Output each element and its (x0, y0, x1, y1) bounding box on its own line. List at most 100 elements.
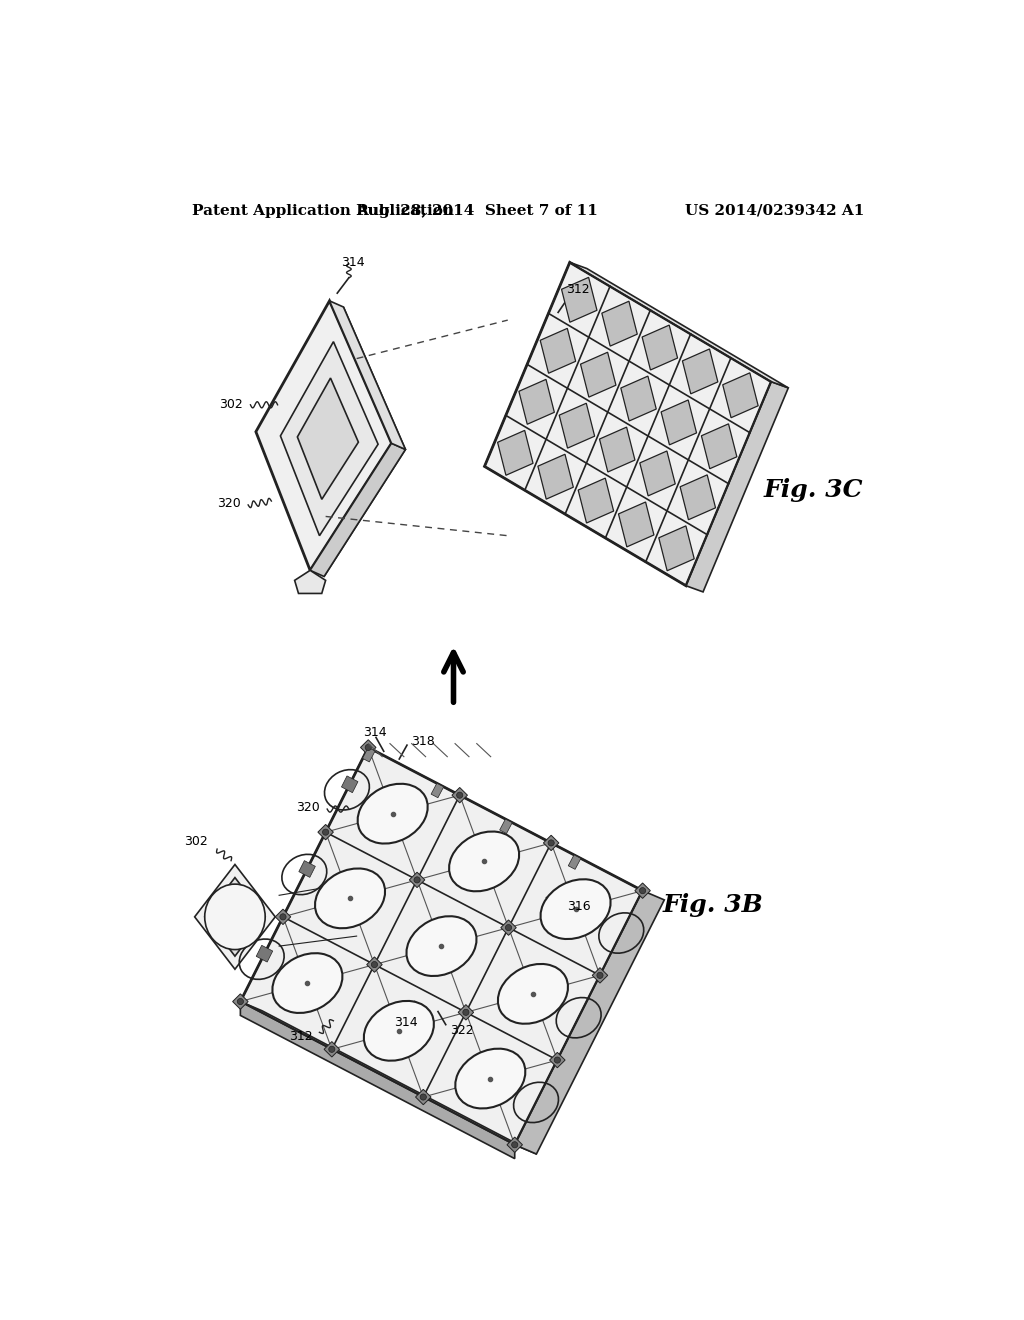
Polygon shape (618, 502, 654, 546)
Polygon shape (270, 308, 406, 577)
Polygon shape (295, 570, 326, 594)
Polygon shape (360, 739, 376, 755)
Polygon shape (241, 1002, 537, 1154)
Polygon shape (579, 478, 613, 523)
Polygon shape (701, 424, 737, 469)
Polygon shape (686, 381, 788, 591)
Polygon shape (410, 873, 425, 887)
Polygon shape (498, 430, 534, 475)
Text: 316: 316 (567, 900, 591, 913)
Circle shape (329, 1047, 335, 1052)
Polygon shape (541, 329, 575, 374)
Polygon shape (256, 301, 391, 570)
Ellipse shape (272, 953, 342, 1012)
Polygon shape (599, 428, 635, 473)
Polygon shape (621, 376, 656, 421)
Polygon shape (431, 783, 443, 797)
Circle shape (323, 829, 329, 836)
Polygon shape (581, 352, 616, 397)
Text: 318: 318 (411, 735, 434, 748)
Circle shape (463, 1010, 469, 1015)
Ellipse shape (205, 884, 265, 949)
Polygon shape (416, 1089, 431, 1105)
Circle shape (414, 876, 420, 883)
Text: Fig. 3C: Fig. 3C (764, 478, 863, 502)
Circle shape (554, 1057, 560, 1063)
Polygon shape (519, 379, 554, 424)
Polygon shape (662, 400, 696, 445)
Polygon shape (561, 277, 597, 322)
Polygon shape (452, 788, 467, 803)
Circle shape (420, 1094, 426, 1100)
Text: 302: 302 (184, 834, 208, 847)
Ellipse shape (450, 832, 519, 891)
Polygon shape (299, 861, 315, 878)
Circle shape (506, 924, 512, 931)
Text: 314: 314 (362, 726, 386, 739)
Polygon shape (341, 776, 358, 793)
Polygon shape (205, 878, 265, 956)
Polygon shape (324, 1041, 340, 1057)
Polygon shape (275, 909, 291, 924)
Polygon shape (232, 994, 248, 1010)
Polygon shape (241, 747, 643, 1144)
Circle shape (366, 744, 372, 751)
Text: 312: 312 (565, 282, 590, 296)
Polygon shape (658, 525, 694, 570)
Polygon shape (635, 883, 650, 899)
Circle shape (457, 792, 463, 799)
Circle shape (280, 913, 286, 920)
Ellipse shape (357, 784, 428, 843)
Text: 312: 312 (289, 1030, 312, 1043)
Polygon shape (550, 1052, 565, 1068)
Ellipse shape (456, 1048, 525, 1109)
Text: 320: 320 (297, 801, 321, 814)
Polygon shape (568, 855, 581, 870)
Polygon shape (500, 818, 512, 833)
Text: US 2014/0239342 A1: US 2014/0239342 A1 (685, 203, 864, 218)
Circle shape (640, 887, 646, 894)
Polygon shape (458, 1005, 474, 1020)
Text: 314: 314 (341, 256, 365, 269)
Text: 302: 302 (219, 399, 243, 412)
Polygon shape (682, 348, 718, 393)
Polygon shape (367, 957, 382, 973)
Polygon shape (310, 444, 406, 577)
Ellipse shape (407, 916, 476, 975)
Polygon shape (256, 945, 272, 962)
Polygon shape (544, 836, 559, 850)
Polygon shape (281, 342, 378, 536)
Polygon shape (592, 968, 607, 983)
Ellipse shape (315, 869, 385, 928)
Text: 320: 320 (217, 496, 241, 510)
Polygon shape (241, 1002, 515, 1159)
Polygon shape (559, 403, 595, 447)
Text: 322: 322 (450, 1023, 473, 1036)
Polygon shape (297, 378, 358, 499)
Polygon shape (501, 920, 516, 936)
Text: 314: 314 (393, 1016, 417, 1028)
Ellipse shape (364, 1001, 434, 1061)
Polygon shape (362, 747, 375, 762)
Text: Aug. 28, 2014  Sheet 7 of 11: Aug. 28, 2014 Sheet 7 of 11 (355, 203, 598, 218)
Circle shape (372, 961, 378, 968)
Ellipse shape (498, 964, 568, 1024)
Polygon shape (538, 454, 573, 499)
Circle shape (238, 998, 244, 1005)
Polygon shape (602, 301, 637, 346)
Ellipse shape (541, 879, 610, 939)
Text: Patent Application Publication: Patent Application Publication (191, 203, 454, 218)
Polygon shape (723, 372, 758, 417)
Polygon shape (330, 301, 406, 449)
Polygon shape (484, 263, 771, 586)
Polygon shape (642, 325, 678, 370)
Circle shape (597, 973, 603, 978)
Polygon shape (515, 891, 665, 1154)
Circle shape (512, 1142, 518, 1148)
Text: Fig. 3B: Fig. 3B (663, 894, 764, 917)
Circle shape (548, 840, 554, 846)
Polygon shape (569, 263, 788, 388)
Polygon shape (195, 865, 275, 969)
Polygon shape (680, 475, 716, 520)
Polygon shape (507, 1137, 522, 1152)
